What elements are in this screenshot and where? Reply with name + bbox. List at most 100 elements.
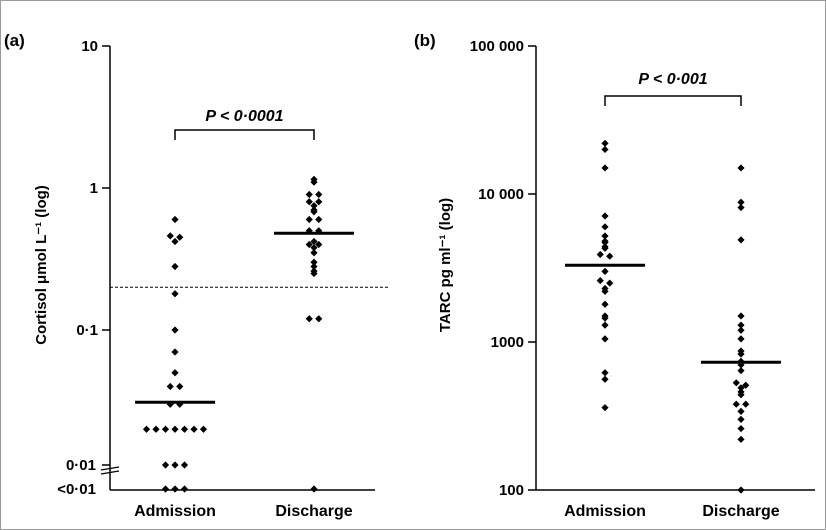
panel-a-x-category-label: Admission <box>134 503 216 520</box>
panel-b-y-tick-label: 100 000 <box>470 38 524 55</box>
panel-a-points <box>142 175 323 493</box>
panel-b-data-point <box>737 321 745 329</box>
panel-b-x-category-label: Admission <box>564 503 646 520</box>
panel-b-data-point <box>737 486 745 494</box>
panel-a-data-point <box>180 461 189 469</box>
panel-b-y-axis-label: TARC pg ml⁻¹ (log) <box>437 198 454 332</box>
panel-a-axis-break <box>100 466 120 471</box>
panel-a-data-point <box>310 258 318 266</box>
panel-a-data-point <box>310 269 318 278</box>
panel-a-data-point <box>305 215 313 224</box>
panel-b-data-point <box>606 252 614 260</box>
panel-b-data-point <box>737 326 745 334</box>
panel-a-significance-label: P < 0·0001 <box>205 108 283 125</box>
panel-a-y-tick-label: 10 <box>81 38 98 55</box>
panel-a-data-point <box>171 290 179 298</box>
panel-b-data-point <box>596 276 604 285</box>
panel-a-data-point <box>315 215 323 224</box>
panel-a-data-point <box>171 369 179 377</box>
panel-a-data-point <box>305 240 313 249</box>
panel-a-data-point <box>171 425 179 433</box>
panel-b-data-point <box>601 145 609 154</box>
panel-b-data-point <box>601 238 609 247</box>
panel-a-data-point <box>161 425 170 433</box>
panel-a: (a) Cortisol μmol L⁻¹ (log) 10 1 0·1 0·01 <0… <box>4 31 388 520</box>
panel-a-data-point <box>152 425 160 433</box>
panel-b-data-point <box>732 400 740 408</box>
panel-b-data-point <box>737 203 745 212</box>
panel-a-data-point <box>310 249 318 257</box>
panel-a-data-point <box>171 326 179 334</box>
panel-b-data-point <box>601 369 609 377</box>
panel-a-data-point <box>161 461 170 469</box>
panel-a-data-point <box>142 425 151 433</box>
panel-b-data-point <box>606 279 614 287</box>
panel-a-y-axis-label-text: Cortisol μmol L⁻¹ (log) <box>33 185 50 345</box>
panel-a-annotations: P < 0·0001 <box>110 108 388 404</box>
panel-b-data-point <box>601 232 609 240</box>
panel-b-data-point <box>601 321 609 329</box>
panel-b-data-point <box>737 312 745 320</box>
panel-b-data-point <box>737 367 745 375</box>
panel-a-data-point <box>305 198 313 206</box>
panel-b-label: (b) <box>414 31 436 50</box>
panel-a-data-point <box>171 237 179 246</box>
panel-a-data-point <box>310 244 318 252</box>
panel-a-y-tick-label: 0·01 <box>66 457 96 474</box>
panel-a-data-point <box>171 461 179 469</box>
panel-b-data-point <box>601 267 609 275</box>
panel-b-data-point <box>601 164 609 172</box>
panel-a-data-point <box>315 240 323 249</box>
panel-a-y-tick-label: 0·1 <box>76 322 98 339</box>
panel-b-significance-label: P < 0·001 <box>638 71 707 88</box>
panel-a-data-point <box>176 233 184 241</box>
panel-b-data-point <box>737 407 745 415</box>
panel-b-ticks: 100 000 10 000 1000 100 Admission Discharge <box>470 38 780 520</box>
panel-a-data-point <box>199 425 208 433</box>
panel-b-y-tick-label: 10 000 <box>478 186 524 203</box>
panel-a-data-point <box>315 190 323 199</box>
panel-b-data-point <box>601 404 609 412</box>
panel-b-data-point <box>737 424 745 433</box>
panel-b-annotations: P < 0·001 <box>565 71 781 364</box>
panel-a-data-point <box>310 178 318 186</box>
panel-b: (b) TARC pg ml⁻¹ (log) 100 000 10 000 1000… <box>414 31 815 520</box>
panel-a-data-point <box>171 215 179 224</box>
panel-a-y-axis-label: Cortisol μmol L⁻¹ (log) <box>33 185 50 345</box>
panel-a-data-point <box>171 485 179 493</box>
panel-b-data-point <box>601 335 609 343</box>
panel-b-data-point <box>601 223 609 231</box>
panel-b-data-point <box>601 244 609 252</box>
panel-a-data-point <box>310 202 318 210</box>
panel-a-significance-bracket <box>174 129 315 140</box>
panel-b-data-point <box>737 236 745 244</box>
panel-b-significance-bracket <box>604 95 742 106</box>
panel-b-data-point <box>737 384 745 392</box>
panel-b-data-point <box>732 379 740 387</box>
panel-b-data-point <box>742 381 750 389</box>
panel-a-y-tick-label: 1 <box>90 180 98 197</box>
panel-a-data-point <box>180 425 189 433</box>
panel-b-y-tick-label: 1000 <box>491 334 524 351</box>
panel-a-ticks: 10 1 0·1 0·01 <0·01 Admission Discharge <box>57 38 353 520</box>
panel-a-data-point <box>176 382 184 391</box>
panel-a-data-point <box>310 208 318 216</box>
panel-b-y-tick-label: 100 <box>499 482 524 499</box>
panel-a-data-point <box>171 348 179 356</box>
panel-a-x-category-label: Discharge <box>275 503 352 520</box>
panel-b-data-point <box>601 300 609 308</box>
panel-a-y-tick-label: <0·01 <box>57 481 96 498</box>
panel-b-data-point <box>601 212 609 220</box>
panel-b-data-point <box>737 435 745 443</box>
panel-a-data-point <box>190 425 198 433</box>
panel-b-data-point <box>601 314 609 322</box>
panel-a-data-point <box>166 382 174 391</box>
panel-b-x-category-label: Discharge <box>702 503 779 520</box>
panel-b-data-point <box>601 287 609 295</box>
panel-b-data-point <box>596 250 604 259</box>
panel-b-data-point <box>737 198 745 206</box>
panel-a-data-point <box>310 237 318 246</box>
panel-b-data-point <box>737 350 745 358</box>
